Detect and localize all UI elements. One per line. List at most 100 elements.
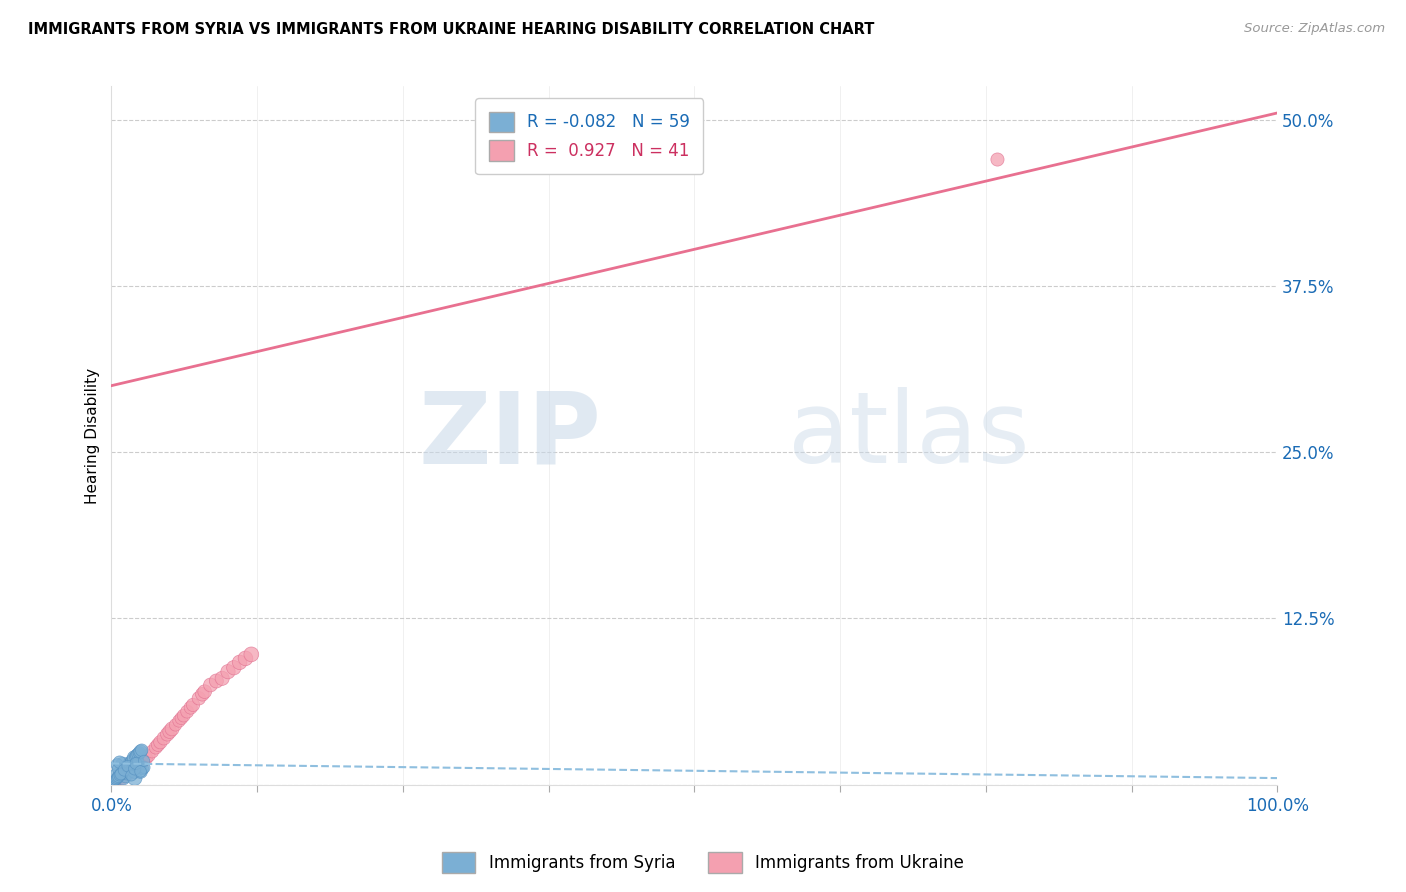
Legend: Immigrants from Syria, Immigrants from Ukraine: Immigrants from Syria, Immigrants from U… [436,846,970,880]
Point [187,691,209,706]
Point [107,762,129,776]
Point [105,771,128,785]
Point [170,711,193,725]
Point [167,714,190,728]
Point [122,760,145,774]
Point [153,731,176,746]
Point [127,747,149,761]
Point [121,762,143,776]
Point [118,757,141,772]
Point [124,751,146,765]
Point [108,768,131,782]
Point [156,727,179,741]
Point [112,764,135,779]
Point [110,767,132,781]
Point [118,765,141,780]
Point [108,768,131,782]
Point [132,754,155,768]
Point [108,755,131,769]
Point [125,756,148,771]
Point [124,762,146,776]
Point [127,755,149,769]
Point [129,757,152,772]
Point [112,763,135,777]
Point [145,740,167,755]
Point [112,757,135,772]
Point [129,764,152,779]
Point [125,756,148,771]
Point [228,656,250,670]
Point [129,764,152,779]
Point [135,751,157,765]
Point [114,768,136,782]
Point [105,771,128,785]
Point [222,661,245,675]
Point [104,773,127,788]
Point [117,759,139,773]
Point [105,773,128,788]
Legend: R = -0.082   N = 59, R =  0.927   N = 41: R = -0.082 N = 59, R = 0.927 N = 41 [475,98,703,174]
Point [176,705,198,719]
Point [120,768,142,782]
Point [105,767,128,781]
Text: ZIP: ZIP [418,387,602,484]
Text: Source: ZipAtlas.com: Source: ZipAtlas.com [1244,22,1385,36]
Point [125,749,148,764]
Point [110,767,132,781]
Point [132,762,155,776]
Point [160,722,183,736]
Point [141,744,163,758]
Point [112,771,135,785]
Point [181,698,204,712]
Point [124,764,146,779]
Point [121,764,143,779]
Point [125,760,148,774]
Point [121,754,143,768]
Point [120,755,142,769]
Point [111,764,134,779]
Point [110,767,132,781]
Point [111,772,134,787]
Point [986,153,1008,167]
Point [120,764,142,779]
Point [159,724,181,739]
Point [114,762,136,776]
Point [115,760,138,774]
Point [180,700,202,714]
Point [117,759,139,773]
Point [110,771,132,785]
Point [124,762,146,776]
Point [124,771,146,785]
Point [132,760,155,774]
Point [125,748,148,763]
Point [131,743,153,757]
Point [111,765,134,780]
Point [105,757,128,772]
Text: atlas: atlas [787,387,1029,484]
Point [138,748,160,763]
Point [129,744,152,758]
Point [194,684,217,698]
Point [235,651,257,665]
Point [146,738,169,752]
Point [115,768,138,782]
Point [125,759,148,773]
Point [122,752,145,766]
Point [118,767,141,781]
Point [217,665,239,679]
Point [115,767,138,781]
Point [107,770,129,784]
Point [112,770,135,784]
Point [120,756,142,771]
Point [114,770,136,784]
Point [200,678,222,692]
Point [173,708,195,723]
Point [132,754,155,768]
Point [105,772,128,787]
Point [240,648,263,662]
Point [105,772,128,787]
Point [191,687,214,701]
Point [211,671,233,685]
Point [112,763,135,777]
Text: IMMIGRANTS FROM SYRIA VS IMMIGRANTS FROM UKRAINE HEARING DISABILITY CORRELATION : IMMIGRANTS FROM SYRIA VS IMMIGRANTS FROM… [28,22,875,37]
